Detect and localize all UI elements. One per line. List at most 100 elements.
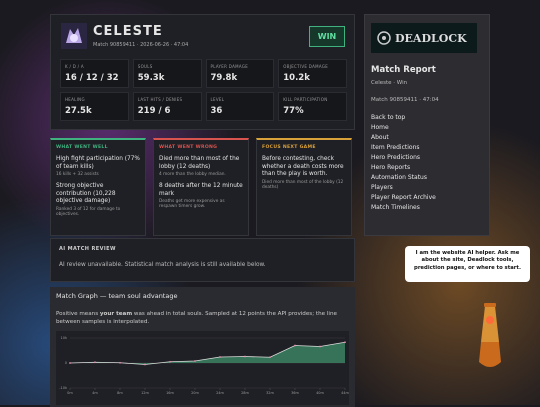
logo-text: DEADLOCK (395, 31, 467, 45)
x-tick-label: 8m (117, 391, 123, 395)
stat-label: HEALING (65, 97, 85, 102)
match-header: CELESTE Match 90859411 · 2026-06-26 · 47… (50, 14, 355, 130)
graph-description: Positive means your team was ahead in to… (56, 310, 346, 326)
nav-link[interactable]: Back to top (371, 114, 406, 121)
insight-card: WHAT WENT WRONG Died more than most of th… (153, 138, 249, 236)
card-note: 16 kills + 32 assists (56, 172, 99, 178)
stat-tile: KILL PARTICIPATION 77% (278, 92, 347, 121)
point (269, 356, 271, 359)
nav-link[interactable]: Home (371, 124, 389, 131)
stat-tile: K / D / A 16 / 12 / 32 (60, 59, 129, 88)
x-tick-label: 0m (67, 391, 73, 395)
helper-bubble[interactable]: I am the website AI helper. Ask me about… (405, 246, 530, 282)
point (294, 344, 296, 347)
sidebar-match: Match 90859411 · 47:04 (371, 97, 439, 103)
player-name: CELESTE (93, 24, 163, 39)
text: was ahead in total souls. Sampled at 12 … (56, 311, 337, 326)
stat-tile: LEVEL 36 (205, 92, 275, 121)
text: your team (99, 311, 133, 317)
result-badge: WIN (309, 26, 345, 47)
x-tick-label: 12m (141, 391, 149, 395)
stat-tile: LAST HITS / DENIES 219 / 6 (132, 92, 202, 121)
card-note: Died more than most of the lobby (12 dea… (262, 179, 344, 190)
stat-label: OBJECTIVE DAMAGE (283, 64, 329, 69)
x-tick-label: 16m (166, 391, 174, 395)
card-title: WHAT WENT WELL (56, 145, 108, 150)
nav-link[interactable]: Item Predictions (371, 144, 420, 151)
graph-panel: 10k 0 -10k 0m 4m 8m 12m 16m 20m 24m 28m 32m 36m 40m 44… (50, 287, 355, 407)
point (69, 362, 71, 364)
point (219, 356, 221, 358)
plot-bg (56, 331, 349, 405)
nav-link[interactable]: Players (371, 184, 393, 191)
point (344, 341, 346, 344)
line (69, 341, 346, 365)
nav-links: Back to top Home About Item Predictions Hero… (371, 113, 483, 213)
insight-card: FOCUS NEXT GAME Before contesting, check … (256, 138, 352, 236)
stat-label: LEVEL (210, 97, 225, 102)
point (119, 361, 121, 364)
nav-link[interactable]: Automation Status (371, 174, 427, 181)
x-tick-label: 20m (191, 391, 199, 395)
card-note: Ranked 3 of 12 for damage to objectives. (56, 206, 121, 217)
nav-link[interactable]: Match Timelines (371, 204, 420, 211)
card-item: High fight participation (77% of team ki… (56, 156, 140, 170)
card-item: Died more than most of the lobby (12 dea… (159, 156, 240, 170)
stat-label: KILL PARTICIPATION (283, 97, 328, 102)
stat-value: 77% (283, 106, 304, 116)
stat-tile: SOULS 59.3k (132, 59, 202, 88)
stat-value: 16 / 12 / 32 (65, 73, 119, 83)
nav-link[interactable]: About (371, 134, 389, 141)
stat-label: SOULS (137, 64, 153, 69)
x-tick-label: 44m (341, 391, 349, 395)
insight-card: WHAT WENT WELL High fight participation (… (50, 138, 146, 236)
card-title: FOCUS NEXT GAME (262, 145, 316, 150)
stat-value: 219 / 6 (137, 106, 171, 116)
x-tick-label: 40m (316, 391, 324, 395)
y-tick-label: 0 (65, 361, 67, 365)
logo: DEADLOCK (371, 23, 477, 53)
graph-title: Match Graph — team soul advantage (56, 292, 178, 300)
area (70, 342, 345, 365)
card-note: 4 more than the lobby median. (159, 172, 226, 178)
stat-value: 27.5k (65, 106, 92, 116)
section-title: AI MATCH REVIEW (59, 246, 116, 252)
y-tick-label: 10k (61, 336, 68, 340)
match-meta: Match 90859411 · 2026-06-26 · 47:04 (93, 42, 189, 48)
point (169, 360, 171, 363)
card-item: 8 deaths after the 12 minute mark (159, 183, 243, 197)
sidebar-subtitle: Celeste · Win (371, 80, 408, 86)
stat-tile: PLAYER DAMAGE 79.8k (205, 59, 275, 88)
card-item: Strong objective contribution (10,228 ob… (56, 183, 116, 205)
stat-tile: HEALING 27.5k (60, 92, 129, 121)
helper-lamp[interactable] (476, 302, 504, 374)
nav-link[interactable]: Hero Predictions (371, 154, 421, 161)
stat-label: K / D / A (65, 64, 84, 69)
x-tick-label: 28m (241, 391, 249, 395)
stat-value: 79.8k (210, 73, 238, 83)
hero-avatar (61, 23, 87, 49)
stat-label: LAST HITS / DENIES (137, 97, 183, 102)
stat-tile: OBJECTIVE DAMAGE 10.2k (278, 59, 347, 88)
x-tick-label: 4m (92, 391, 98, 395)
sidebar-title: Match Report (371, 65, 436, 75)
section-text: AI review unavailable. Statistical match… (59, 262, 266, 268)
point (94, 361, 96, 364)
sidebar: DEADLOCK Match Report Celeste · Win Matc… (364, 14, 490, 236)
stat-label: PLAYER DAMAGE (210, 64, 249, 69)
ai-review: AI MATCH REVIEW AI review unavailable. S… (50, 238, 355, 282)
stat-value: 36 (210, 106, 223, 116)
point (319, 345, 321, 348)
stat-value: 59.3k (137, 73, 165, 83)
y-tick-label: -10k (59, 386, 68, 390)
card-title: WHAT WENT WRONG (159, 145, 218, 150)
nav-link[interactable]: Player Report Archive (371, 194, 436, 201)
stat-value: 10.2k (283, 73, 310, 83)
logo-icon (377, 31, 391, 45)
text: Positive means (56, 311, 100, 317)
card-item: Before contesting, check whether a death… (262, 156, 344, 178)
nav-link[interactable]: Hero Reports (371, 164, 411, 171)
point (194, 360, 196, 362)
